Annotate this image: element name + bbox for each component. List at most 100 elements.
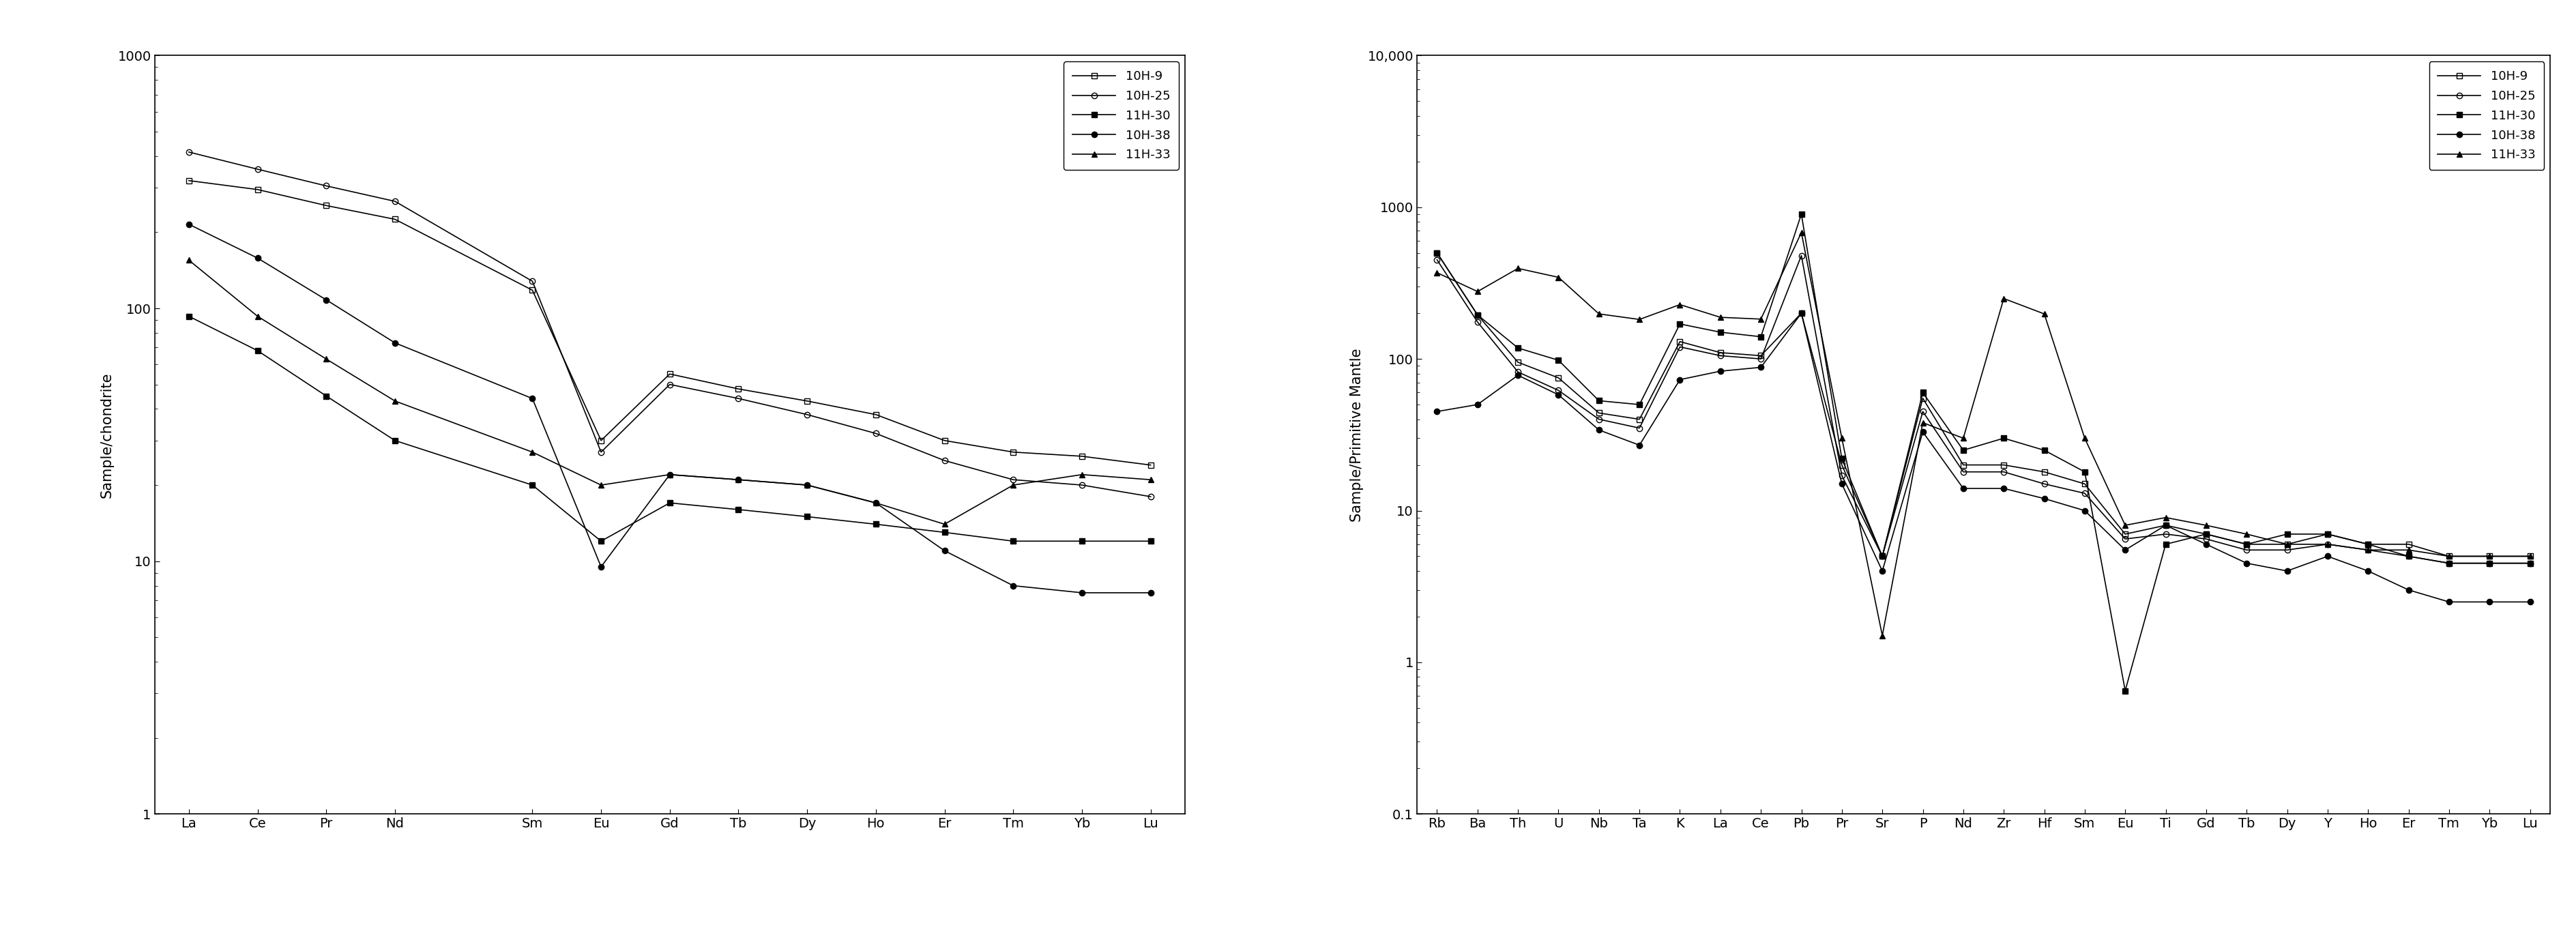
10H-25: [2110, 534, 2141, 545]
10H-25: [2393, 550, 2424, 561]
10H-25: [1422, 254, 1453, 265]
10H-9: [2352, 538, 2383, 549]
11H-30: [2352, 538, 2383, 549]
10H-25: [2030, 478, 2061, 489]
10H-9: [379, 214, 410, 225]
11H-33: [1066, 469, 1097, 480]
11H-30: [2473, 558, 2504, 569]
11H-33: [1747, 314, 1777, 325]
10H-38: [1906, 426, 1937, 438]
10H-38: [2231, 558, 2262, 569]
10H-9: [2190, 528, 2221, 539]
10H-9: [1989, 460, 2020, 471]
11H-33: [1623, 314, 1654, 325]
10H-38: [312, 294, 343, 305]
10H-25: [1623, 423, 1654, 434]
10H-9: [1747, 351, 1777, 362]
11H-33: [1136, 475, 1167, 486]
10H-38: [2272, 565, 2303, 576]
11H-33: [1947, 433, 1978, 444]
11H-30: [379, 435, 410, 446]
10H-38: [2069, 505, 2099, 516]
10H-38: [791, 479, 822, 490]
10H-25: [2190, 534, 2221, 545]
10H-38: [1422, 406, 1453, 417]
Legend: 10H-9, 10H-25, 11H-30, 10H-38, 11H-33: 10H-9, 10H-25, 11H-30, 10H-38, 11H-33: [2429, 62, 2545, 170]
10H-38: [1747, 362, 1777, 373]
11H-30: [1543, 354, 1574, 365]
Line: 10H-25: 10H-25: [185, 149, 1154, 500]
10H-38: [1826, 478, 1857, 489]
11H-30: [1906, 387, 1937, 398]
Line: 10H-38: 10H-38: [185, 221, 1154, 596]
10H-25: [930, 455, 961, 466]
10H-25: [2313, 538, 2344, 549]
10H-38: [2473, 597, 2504, 608]
10H-38: [1785, 308, 1816, 319]
10H-38: [724, 475, 755, 486]
11H-30: [1705, 327, 1736, 338]
10H-38: [518, 393, 549, 404]
11H-30: [2069, 466, 2099, 477]
10H-38: [1502, 370, 1533, 381]
10H-9: [1066, 450, 1097, 462]
10H-25: [173, 146, 204, 157]
11H-30: [654, 498, 685, 509]
11H-30: [2514, 558, 2545, 569]
10H-25: [654, 379, 685, 390]
11H-33: [518, 447, 549, 458]
10H-25: [1868, 550, 1899, 561]
10H-9: [2151, 520, 2182, 531]
11H-33: [654, 469, 685, 480]
10H-25: [2352, 545, 2383, 556]
10H-25: [518, 276, 549, 287]
10H-9: [2434, 550, 2465, 561]
10H-25: [1947, 466, 1978, 477]
11H-33: [2393, 545, 2424, 556]
11H-30: [1623, 399, 1654, 410]
10H-9: [1947, 460, 1978, 471]
10H-38: [1868, 565, 1899, 576]
11H-30: [2030, 445, 2061, 456]
11H-33: [1826, 433, 1857, 444]
10H-9: [1826, 460, 1857, 471]
11H-33: [2151, 512, 2182, 524]
Line: 10H-9: 10H-9: [185, 178, 1154, 468]
10H-38: [2313, 550, 2344, 561]
10H-9: [1543, 372, 1574, 383]
10H-25: [1543, 385, 1574, 396]
10H-25: [2272, 545, 2303, 556]
10H-9: [930, 435, 961, 446]
11H-30: [1826, 453, 1857, 464]
10H-25: [2434, 558, 2465, 569]
10H-9: [2473, 550, 2504, 561]
10H-38: [654, 469, 685, 480]
10H-25: [2069, 487, 2099, 499]
10H-38: [1584, 425, 1615, 436]
11H-33: [724, 475, 755, 486]
10H-25: [2473, 558, 2504, 569]
10H-25: [242, 164, 273, 175]
Line: 11H-33: 11H-33: [185, 257, 1154, 527]
10H-9: [2393, 538, 2424, 549]
10H-25: [1136, 491, 1167, 502]
10H-9: [2514, 550, 2545, 561]
10H-38: [1066, 587, 1097, 598]
Line: 10H-9: 10H-9: [1435, 250, 2532, 559]
11H-33: [1989, 293, 2020, 304]
10H-25: [1463, 316, 1494, 327]
10H-25: [2231, 545, 2262, 556]
Y-axis label: Sample/Primitive Mantle: Sample/Primitive Mantle: [1350, 348, 1363, 522]
10H-25: [1989, 466, 2020, 477]
10H-38: [2393, 585, 2424, 596]
10H-38: [2190, 538, 2221, 549]
10H-25: [1826, 470, 1857, 481]
11H-30: [1136, 536, 1167, 547]
11H-30: [1947, 445, 1978, 456]
10H-9: [2069, 478, 2099, 489]
10H-25: [1066, 479, 1097, 490]
11H-33: [2231, 528, 2262, 539]
10H-38: [2110, 545, 2141, 556]
11H-33: [791, 479, 822, 490]
11H-30: [930, 527, 961, 538]
